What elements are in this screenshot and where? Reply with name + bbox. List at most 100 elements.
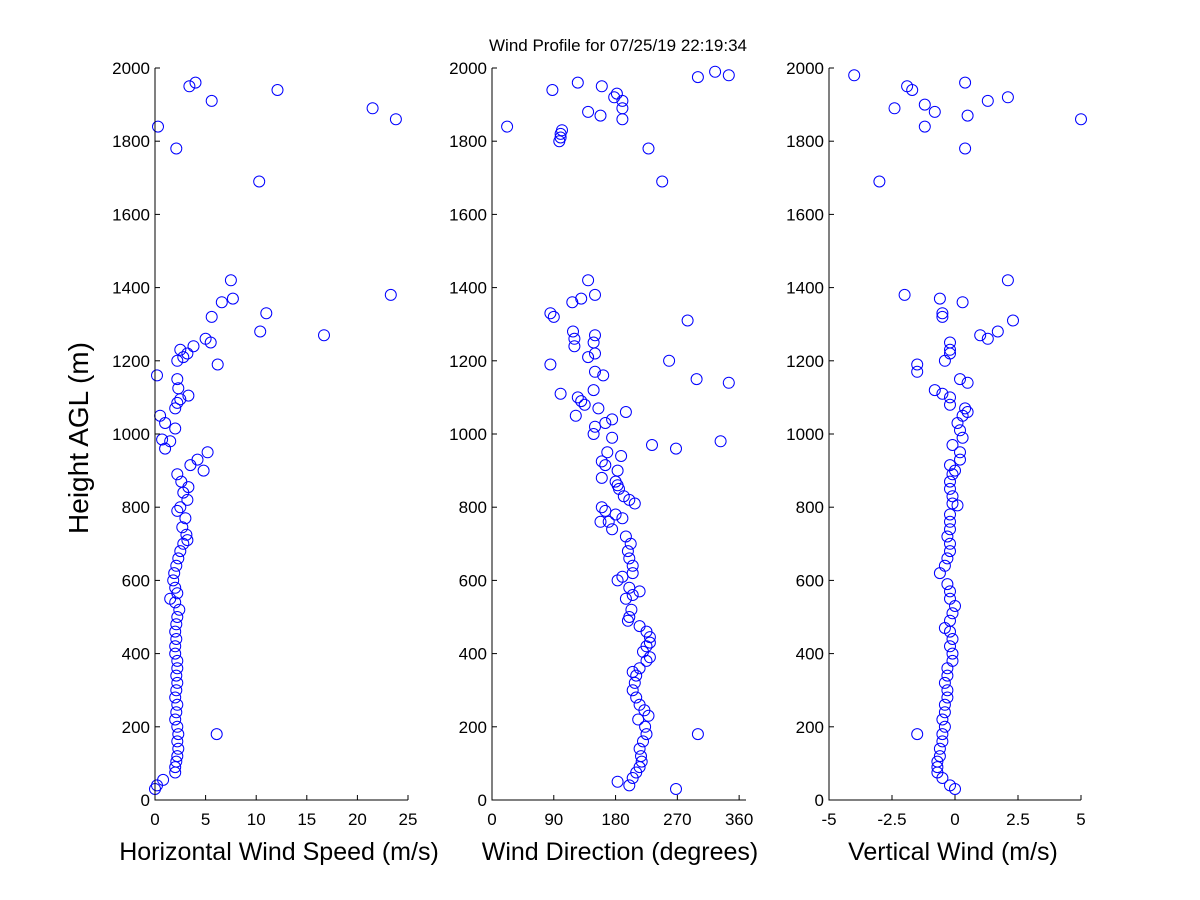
speed-ytick-label: 600 (122, 571, 150, 590)
vertical-point (911, 728, 924, 741)
direction-xtick-label: 180 (601, 810, 629, 829)
speed-point (215, 296, 228, 309)
speed-point (224, 274, 237, 287)
direction-point (690, 373, 703, 386)
speed-xtick-label: 10 (247, 810, 266, 829)
direction-point (619, 592, 632, 605)
vertical-point (946, 468, 959, 481)
direction-point (589, 347, 601, 360)
speed-point (169, 402, 182, 415)
speed-point (171, 676, 184, 689)
vertical-point (944, 336, 956, 349)
direction-xtick-label: 270 (663, 810, 691, 829)
vertical-ytick-label: 800 (796, 498, 824, 517)
vertical-point (954, 373, 966, 386)
speed-ytick-label: 1400 (112, 279, 150, 298)
direction-point (626, 589, 639, 601)
direction-point (554, 131, 567, 144)
vertical-point (944, 343, 956, 356)
speed-ytick-label: 1800 (112, 132, 150, 151)
vertical-point (1075, 113, 1087, 126)
vertical-ytick-label: 1000 (786, 425, 824, 444)
vertical-point (944, 459, 956, 472)
direction-point (589, 365, 601, 378)
direction-point (670, 783, 682, 795)
vertical-ytick-label: 200 (796, 718, 824, 737)
vertical-point (941, 530, 954, 543)
vertical-panel: 0 200 400 600 800 1000 1200 1400 1600 1800 2000 -5 -… (786, 59, 1087, 866)
speed-point (177, 537, 190, 550)
vertical-point (991, 325, 1004, 338)
vertical-point (956, 409, 969, 422)
direction-point (623, 552, 636, 565)
speed-point (170, 706, 183, 719)
vertical-point (936, 310, 949, 323)
speed-point (171, 654, 184, 667)
speed-point (254, 325, 267, 338)
speed-x-axis-label: Horizontal Wind Speed (m/s) (119, 838, 439, 866)
speed-point (176, 521, 189, 534)
vertical-point (888, 102, 901, 115)
direction-ytick-label: 200 (459, 718, 487, 737)
speed-point (174, 501, 187, 514)
direction-point (625, 603, 638, 616)
speed-panel: 0 200 400 600 800 1000 1200 1400 1600 1800 2000 0 5 1… (112, 59, 439, 866)
vertical-point (938, 676, 951, 689)
vertical-point (931, 761, 944, 774)
speed-ytick-label: 0 (141, 791, 150, 810)
direction-point (597, 369, 610, 382)
vertical-xtick-label: 0 (950, 810, 959, 829)
vertical-point (954, 446, 966, 459)
direction-point (582, 351, 595, 364)
direction-point (544, 307, 557, 320)
speed-point (171, 587, 184, 600)
vertical-point (938, 354, 951, 367)
direction-point (556, 124, 568, 137)
vertical-ytick-label: 0 (815, 791, 824, 810)
speed-point (226, 292, 239, 305)
direction-panel: 0 200 400 600 800 1000 1200 1400 1600 1800 2000 0 90… (449, 59, 758, 866)
direction-point (663, 354, 676, 367)
direction-point (606, 431, 619, 444)
speed-xtick-label: 25 (399, 810, 418, 829)
direction-ytick-label: 1000 (449, 425, 487, 444)
speed-point (174, 343, 187, 356)
vertical-point (946, 654, 959, 667)
direction-markers (501, 65, 735, 795)
speed-ytick-label: 1600 (112, 205, 150, 224)
speed-point (171, 735, 184, 748)
vertical-point (944, 614, 956, 627)
direction-point (616, 570, 629, 583)
vertical-point (933, 750, 946, 763)
speed-xtick-label: 15 (297, 810, 316, 829)
speed-point (180, 528, 193, 541)
speed-point (197, 464, 210, 477)
direction-point (582, 274, 595, 287)
speed-point (172, 728, 185, 741)
vertical-point (949, 600, 961, 612)
direction-point (626, 665, 639, 678)
vertical-xtick-label: 5 (1076, 810, 1085, 829)
direction-point (691, 728, 704, 741)
vertical-point (961, 376, 974, 389)
direction-point (635, 750, 647, 763)
direction-point (568, 340, 581, 353)
speed-point (211, 358, 224, 371)
direction-point (595, 501, 608, 514)
direction-point (722, 376, 735, 389)
direction-point (633, 585, 646, 598)
speed-point (384, 288, 397, 301)
speed-point (169, 422, 182, 435)
speed-point (170, 559, 183, 572)
direction-point (595, 471, 608, 484)
speed-ticks: 0 200 400 600 800 1000 1200 1400 1600 1800 2000 0 5 1… (112, 59, 417, 829)
direction-point (554, 387, 567, 400)
direction-point (633, 662, 646, 675)
vertical-axes (828, 68, 1081, 801)
direction-point (639, 720, 652, 733)
speed-point (159, 417, 172, 429)
speed-xtick-label: 0 (150, 810, 159, 829)
direction-point (633, 698, 646, 711)
direction-point (569, 409, 582, 422)
vertical-xtick-label: -5 (821, 810, 836, 829)
